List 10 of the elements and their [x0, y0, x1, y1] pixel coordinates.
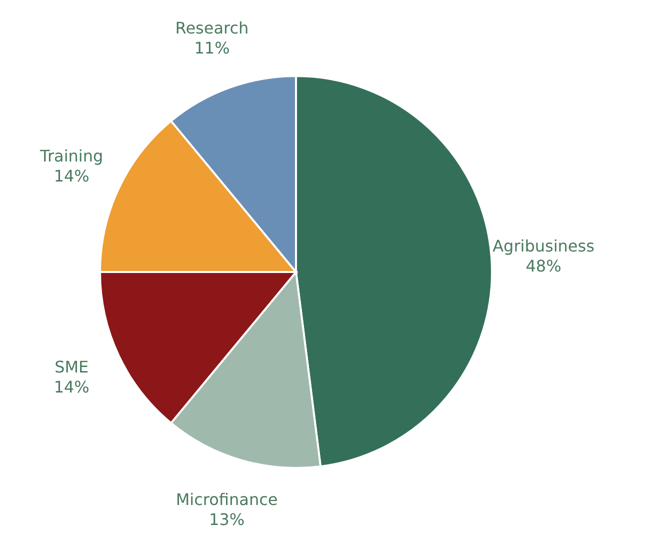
slice-label: SME — [54, 358, 89, 377]
data-label: 14% — [54, 166, 90, 186]
data-label: 11% — [194, 38, 230, 58]
slice-label: Research — [175, 18, 249, 38]
data-label: 14% — [54, 378, 90, 397]
data-label: 13% — [209, 510, 245, 530]
slice-label: Training — [39, 146, 104, 166]
slice-label: Microfinance — [176, 490, 278, 510]
slice-label: Agribusiness — [492, 236, 594, 256]
data-label: 48% — [526, 256, 562, 276]
